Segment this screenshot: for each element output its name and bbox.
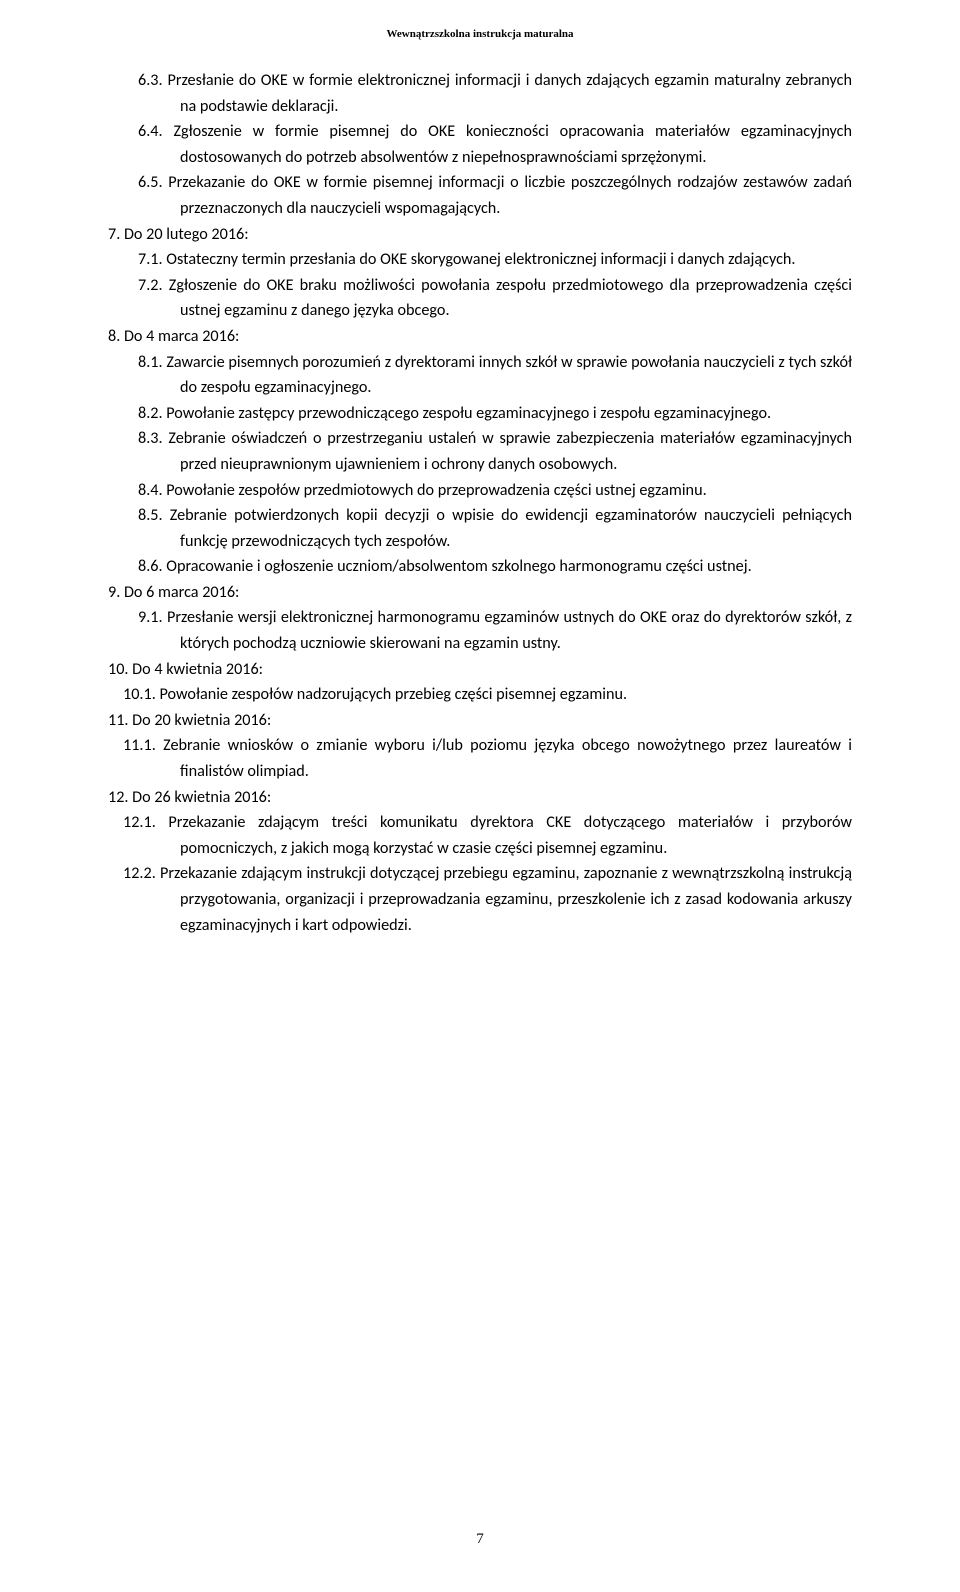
- list-item: 8.5. Zebranie potwierdzonych kopii decyz…: [108, 503, 852, 554]
- item-number: 10.1.: [123, 685, 156, 704]
- item-number: 8.6.: [138, 557, 163, 576]
- item-number: 7.1.: [138, 250, 163, 269]
- list-item: 8. Do 4 marca 2016:: [108, 324, 852, 350]
- item-text: Do 6 marca 2016:: [124, 583, 239, 602]
- list-item: 10.1. Powołanie zespołów nadzorujących p…: [108, 682, 852, 708]
- item-text: Powołanie zespołów nadzorujących przebie…: [159, 685, 627, 704]
- item-number: 6.5.: [138, 173, 163, 192]
- list-item: 10. Do 4 kwietnia 2016:: [108, 657, 852, 683]
- item-text: Do 4 marca 2016:: [124, 327, 239, 346]
- item-number: 12.2.: [123, 864, 156, 883]
- item-text: Zawarcie pisemnych porozumień z dyrektor…: [166, 353, 852, 398]
- list-item: 7.1. Ostateczny termin przesłania do OKE…: [108, 247, 852, 273]
- document-body: 6.3. Przesłanie do OKE w formie elektron…: [108, 68, 852, 938]
- list-item: 12.1. Przekazanie zdającym treści komuni…: [108, 810, 852, 861]
- item-text: Zebranie potwierdzonych kopii decyzji o …: [170, 506, 852, 551]
- item-text: Przekazanie zdającym instrukcji dotycząc…: [160, 864, 852, 934]
- list-item: 6.4. Zgłoszenie w formie pisemnej do OKE…: [108, 119, 852, 170]
- list-item: 12.2. Przekazanie zdającym instrukcji do…: [108, 861, 852, 938]
- item-text: Do 26 kwietnia 2016:: [132, 788, 271, 807]
- list-item: 8.3. Zebranie oświadczeń o przestrzegani…: [108, 426, 852, 477]
- list-item: 8.6. Opracowanie i ogłoszenie uczniom/ab…: [108, 554, 852, 580]
- item-number: 8.1.: [138, 353, 163, 372]
- item-number: 12.1.: [123, 813, 156, 832]
- item-number: 8.4.: [138, 481, 163, 500]
- page-number: 7: [0, 1531, 960, 1548]
- item-number: 9.1.: [138, 608, 163, 627]
- item-number: 6.3.: [138, 71, 163, 90]
- item-text: Do 4 kwietnia 2016:: [132, 660, 263, 679]
- item-number: 8.5.: [138, 506, 163, 525]
- list-item: 6.5. Przekazanie do OKE w formie pisemne…: [108, 170, 852, 221]
- item-number: 8.2.: [138, 404, 163, 423]
- list-item: 7.2. Zgłoszenie do OKE braku możliwości …: [108, 273, 852, 324]
- item-text: Zgłoszenie do OKE braku możliwości powoł…: [169, 276, 852, 321]
- list-item: 8.4. Powołanie zespołów przedmiotowych d…: [108, 478, 852, 504]
- item-text: Przekazanie zdającym treści komunikatu d…: [168, 813, 852, 858]
- item-text: Powołanie zastępcy przewodniczącego zesp…: [166, 404, 771, 423]
- item-number: 11.: [108, 711, 129, 730]
- item-number: 7.: [108, 225, 120, 244]
- item-number: 11.1.: [123, 736, 156, 755]
- item-number: 6.4.: [138, 122, 163, 141]
- list-item: 12. Do 26 kwietnia 2016:: [108, 785, 852, 811]
- item-text: Ostateczny termin przesłania do OKE skor…: [166, 250, 795, 269]
- list-item: 11.1. Zebranie wniosków o zmianie wyboru…: [108, 733, 852, 784]
- item-number: 12.: [108, 788, 129, 807]
- item-text: Przekazanie do OKE w formie pisemnej inf…: [168, 173, 852, 218]
- item-number: 8.3.: [138, 429, 163, 448]
- list-item: 7. Do 20 lutego 2016:: [108, 222, 852, 248]
- item-text: Zgłoszenie w formie pisemnej do OKE koni…: [173, 122, 852, 167]
- item-text: Przesłanie do OKE w formie elektroniczne…: [168, 71, 852, 116]
- list-item: 9.1. Przesłanie wersji elektronicznej ha…: [108, 605, 852, 656]
- list-item: 9. Do 6 marca 2016:: [108, 580, 852, 606]
- item-text: Do 20 kwietnia 2016:: [132, 711, 271, 730]
- item-number: 10.: [108, 660, 129, 679]
- item-number: 7.2.: [138, 276, 163, 295]
- page-header: Wewnątrzszkolna instrukcja maturalna: [108, 28, 852, 40]
- list-item: 11. Do 20 kwietnia 2016:: [108, 708, 852, 734]
- item-text: Zebranie oświadczeń o przestrzeganiu ust…: [168, 429, 852, 474]
- list-item: 6.3. Przesłanie do OKE w formie elektron…: [108, 68, 852, 119]
- item-text: Do 20 lutego 2016:: [124, 225, 249, 244]
- item-number: 8.: [108, 327, 120, 346]
- list-item: 8.2. Powołanie zastępcy przewodniczącego…: [108, 401, 852, 427]
- item-text: Opracowanie i ogłoszenie uczniom/absolwe…: [166, 557, 751, 576]
- list-item: 8.1. Zawarcie pisemnych porozumień z dyr…: [108, 350, 852, 401]
- item-text: Zebranie wniosków o zmianie wyboru i/lub…: [163, 736, 852, 781]
- item-text: Powołanie zespołów przedmiotowych do prz…: [166, 481, 706, 500]
- item-number: 9.: [108, 583, 120, 602]
- item-text: Przesłanie wersji elektronicznej harmono…: [167, 608, 852, 653]
